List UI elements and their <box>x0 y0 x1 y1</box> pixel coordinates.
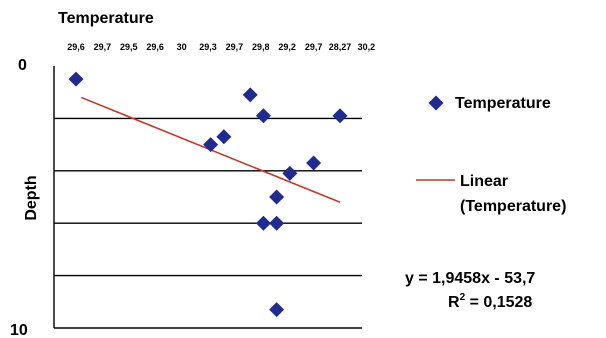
x-tick-label: 29,6 <box>146 42 164 52</box>
x-tick-label: 29,3 <box>199 42 217 52</box>
data-point <box>332 108 348 124</box>
r2-prefix: R <box>448 294 460 311</box>
legend-label-linear-line1: Linear <box>460 173 508 190</box>
x-tick-label: 29,6 <box>67 42 85 52</box>
x-tick-label: 30 <box>177 42 187 52</box>
data-point <box>282 165 298 181</box>
y-axis-title: Depth <box>23 175 40 220</box>
data-point <box>216 129 232 145</box>
gridlines <box>54 117 362 329</box>
y-tick-label-10: 10 <box>10 322 28 338</box>
x-axis-title: Temperature <box>58 10 154 27</box>
x-tick-label: 28,27 <box>329 42 352 52</box>
x-tick-label: 30,2 <box>358 42 376 52</box>
data-point <box>269 215 285 231</box>
legend-label-temperature: Temperature <box>455 95 551 112</box>
r-squared-line: R2 = 0,1528 <box>448 292 532 311</box>
r2-suffix: = 0,1528 <box>465 294 532 311</box>
x-tick-labels: 29,6 29,7 29,5 29,6 30 29,3 29,7 29,8 29,2 29,7 28… <box>67 42 375 52</box>
y-tick-label-0: 0 <box>18 57 27 74</box>
r2-superscript: 2 <box>460 292 466 303</box>
x-tick-label: 29,7 <box>305 42 323 52</box>
legend-label-linear-line2: (Temperature) <box>460 198 566 215</box>
legend: Temperature Linear (Temperature) <box>416 95 566 215</box>
x-tick-label: 29,7 <box>226 42 244 52</box>
data-point <box>203 137 219 153</box>
data-points <box>68 71 348 318</box>
data-point <box>306 155 322 171</box>
legend-marker-temperature <box>428 95 444 111</box>
x-tick-label: 29,2 <box>278 42 296 52</box>
data-point <box>68 71 84 87</box>
x-tick-label: 29,8 <box>252 42 270 52</box>
equation-line: y = 1,9458x - 53,7 <box>405 270 535 287</box>
data-point <box>269 189 285 205</box>
x-tick-label: 29,5 <box>120 42 138 52</box>
trendline-equation: y = 1,9458x - 53,7 R2 = 0,1528 <box>405 270 535 311</box>
data-point <box>255 108 271 124</box>
data-point <box>255 215 271 231</box>
data-point <box>269 302 285 318</box>
x-tick-label: 29,7 <box>94 42 112 52</box>
data-point <box>242 87 258 103</box>
